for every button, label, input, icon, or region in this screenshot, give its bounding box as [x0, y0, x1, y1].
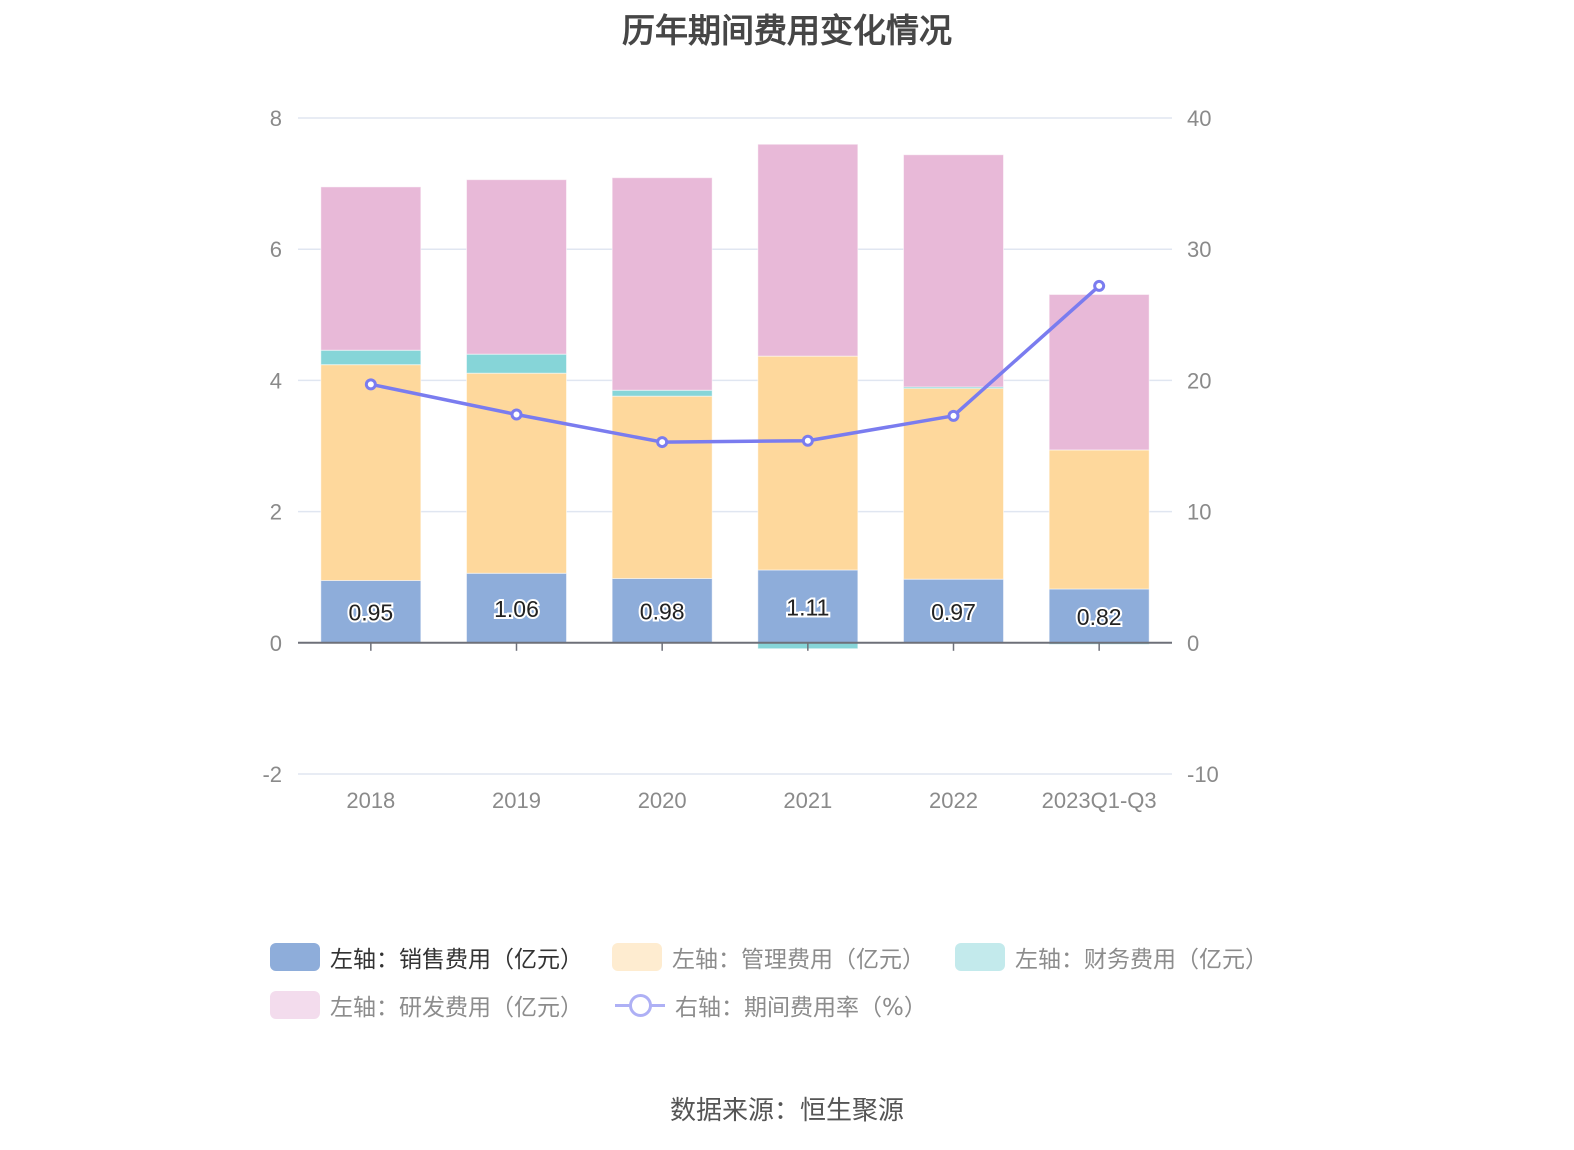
- legend-swatch-finance: [955, 943, 1005, 971]
- y-left-tick-label: -2: [262, 762, 282, 787]
- legend-swatch-admin: [612, 943, 662, 971]
- bar-rnd: [757, 143, 859, 357]
- bar-value-label: 1.11: [786, 594, 829, 620]
- bar-value-label: 0.82: [1077, 604, 1122, 630]
- bar-sales: [611, 578, 713, 644]
- legend-swatch-rnd: [270, 991, 320, 1019]
- legend-swatch-sales: [270, 943, 320, 971]
- bar-value-label: 0.97: [931, 599, 976, 625]
- chart-title: 历年期间费用变化情况: [622, 11, 952, 50]
- legend-label: 右轴：期间费用率（%）: [675, 995, 927, 1021]
- bar-admin: [466, 372, 567, 574]
- bar-finance: [320, 349, 422, 366]
- grid-lines: [298, 117, 1172, 775]
- x-axis-labels: 2018 2019 2020 2021 2022 2023Q1-Q3: [346, 788, 1156, 813]
- legend-label: 左轴：销售费用（亿元）: [330, 947, 583, 973]
- rate-point: [801, 434, 814, 447]
- legend-label: 左轴：研发费用（亿元）: [330, 995, 583, 1021]
- bar-sales: [1048, 588, 1150, 644]
- legend-line-circle-icon: [615, 991, 665, 1019]
- bar-rnd: [320, 186, 422, 351]
- y-right-tick-label: -10: [1187, 762, 1219, 787]
- bars: [320, 143, 1150, 650]
- bar-rnd: [466, 179, 567, 355]
- rate-point: [510, 408, 523, 421]
- bar-finance: [611, 389, 713, 397]
- bar-sales: [466, 572, 567, 644]
- x-tick-label: 2020: [638, 788, 687, 813]
- bar-sales: [320, 579, 422, 644]
- legend-item-finance[interactable]: 左轴：财务费用（亿元）: [955, 940, 1268, 974]
- rate-point: [947, 409, 960, 422]
- bar-value-label: 0.95: [348, 600, 393, 626]
- legend-label: 左轴：管理费用（亿元）: [672, 947, 925, 973]
- y-right-tick-label: 20: [1187, 368, 1211, 393]
- bar-admin: [320, 364, 422, 581]
- y-left-tick-label: 4: [270, 368, 282, 393]
- bar-value-label: 1.06: [494, 596, 539, 622]
- x-tick-label: 2021: [783, 788, 832, 813]
- rate-point: [656, 436, 669, 449]
- x-tick-label: 2019: [492, 788, 541, 813]
- legend-item-rate[interactable]: 右轴：期间费用率（%）: [615, 988, 927, 1022]
- legend-item-admin[interactable]: 左轴：管理费用（亿元）: [612, 940, 925, 974]
- bar-sales: [903, 578, 1004, 644]
- bar-sales: [757, 569, 859, 644]
- x-tick-label: 2023Q1-Q3: [1042, 788, 1157, 813]
- bar-value-label: 0.98: [640, 599, 685, 625]
- bar-labels: 0.95 1.06 0.98 1.11 0.97 0.82: [346, 592, 1123, 632]
- legend-label: 左轴：财务费用（亿元）: [1015, 947, 1268, 973]
- y-left-tick-label: 0: [270, 631, 282, 656]
- data-source: 数据来源：恒生聚源: [669, 1096, 904, 1126]
- y-right-tick-label: 10: [1187, 500, 1211, 525]
- bar-rnd: [903, 154, 1004, 388]
- bar-admin: [611, 395, 713, 580]
- bar-rnd: [1048, 293, 1150, 451]
- rate-line: [364, 279, 1106, 449]
- x-tick-label: 2022: [929, 788, 978, 813]
- y-axis-right-ticks: -10 0 10 20 30 40: [1187, 106, 1219, 787]
- y-right-tick-label: 0: [1187, 631, 1199, 656]
- x-tick-label: 2018: [346, 788, 395, 813]
- y-left-tick-label: 8: [270, 106, 282, 131]
- legend-item-sales[interactable]: 左轴：销售费用（亿元）: [270, 940, 583, 974]
- bar-admin: [757, 355, 859, 571]
- y-right-tick-label: 40: [1187, 106, 1211, 131]
- legend-item-rnd[interactable]: 左轴：研发费用（亿元）: [270, 988, 583, 1022]
- chart: -2 0 2 4 6 8 -10 0 10 20 30 40 2018 2019 2020 2021 202…: [262, 106, 1219, 813]
- y-axis-left-ticks: -2 0 2 4 6 8: [262, 106, 282, 787]
- bar-rnd: [611, 177, 713, 391]
- bar-admin: [1048, 449, 1150, 590]
- y-left-tick-label: 6: [270, 237, 282, 262]
- rate-point: [364, 378, 377, 391]
- bar-finance: [466, 353, 567, 374]
- y-right-tick-label: 30: [1187, 237, 1211, 262]
- y-left-tick-label: 2: [270, 500, 282, 525]
- rate-line-path: [370, 284, 1101, 444]
- rate-point: [1093, 279, 1106, 292]
- x-axis: [298, 641, 1172, 651]
